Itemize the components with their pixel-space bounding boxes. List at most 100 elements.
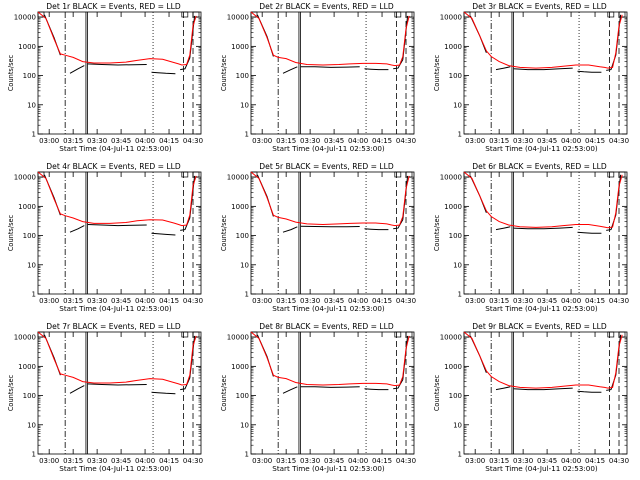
plot-frame: [250, 11, 415, 135]
y-tick-label: 10: [240, 101, 249, 109]
x-tick-label: 03:45: [111, 457, 131, 465]
chart-panel: Det 1r BLACK = Events, RED = LLD 1 10 100 10…: [7, 2, 203, 153]
top-marker-box: [250, 11, 258, 18]
y-axis-label: Counts/sec: [220, 214, 228, 251]
y-tick-label: 10000: [227, 334, 249, 342]
y-tick-label: 100: [449, 232, 462, 240]
x-axis-label: Start Time (04-Jul-11 02:53:00): [59, 304, 172, 313]
series-events-line: [513, 67, 573, 71]
y-tick-label: 10: [240, 261, 249, 269]
series-events-line: [87, 63, 147, 66]
x-tick-label: 03:15: [276, 137, 296, 145]
series-events-line: [151, 391, 176, 395]
plot-frame: [37, 331, 202, 455]
series-events-line: [69, 65, 85, 74]
plot-frame: [250, 331, 415, 455]
x-tick-label: 04:30: [396, 457, 416, 465]
top-marker-box: [607, 331, 615, 338]
y-tick-label: 10: [240, 421, 249, 429]
x-tick-label: 03:00: [465, 297, 485, 305]
plot-frame: [463, 331, 628, 455]
series-events-line: [393, 15, 409, 70]
top-marker-box: [37, 331, 45, 338]
series-events-line: [577, 390, 602, 393]
y-tick-label: 1000: [231, 43, 249, 51]
plot-frame: [37, 171, 202, 295]
top-marker-box: [250, 171, 258, 178]
chart-panel: Det 4r BLACK = Events, RED = LLD 1 10 100 10…: [7, 162, 203, 313]
chart-panel: Det 6r BLACK = Events, RED = LLD 1 10 100 10…: [433, 162, 629, 313]
series-lld-line: [37, 171, 197, 227]
x-tick-label: 03:30: [300, 457, 320, 465]
y-axis-label: Counts/sec: [433, 374, 441, 411]
x-axis-label: Start Time (04-Jul-11 02:53:00): [59, 464, 172, 473]
top-marker-box: [394, 171, 402, 178]
y-axis-label: Counts/sec: [7, 54, 15, 91]
series-events-line: [364, 228, 389, 231]
y-tick-label: 1000: [444, 43, 462, 51]
top-marker-box: [607, 171, 615, 178]
y-tick-label: 100: [449, 72, 462, 80]
chart-title: Det 6r BLACK = Events, RED = LLD: [472, 162, 607, 171]
x-tick-label: 04:15: [372, 297, 392, 305]
x-tick-label: 03:00: [39, 457, 59, 465]
y-tick-label: 10: [27, 421, 36, 429]
x-tick-label: 04:00: [561, 137, 581, 145]
x-axis-label: Start Time (04-Jul-11 02:53:00): [272, 464, 385, 473]
y-tick-label: 1000: [18, 203, 36, 211]
x-tick-label: 04:15: [372, 457, 392, 465]
y-axis-label: Counts/sec: [220, 374, 228, 411]
x-tick-label: 03:45: [537, 137, 557, 145]
series-events-line: [282, 226, 298, 233]
y-tick-label: 100: [236, 72, 249, 80]
y-axis-label: Counts/sec: [7, 374, 15, 411]
y-tick-label: 1: [245, 291, 249, 299]
chart-panel: Det 5r BLACK = Events, RED = LLD 1 10 100 10…: [220, 162, 416, 313]
series-events-line: [364, 388, 389, 391]
series-events-line: [87, 383, 147, 386]
y-tick-label: 1000: [231, 363, 249, 371]
chart-title: Det 7r BLACK = Events, RED = LLD: [46, 322, 181, 331]
y-tick-label: 1000: [444, 363, 462, 371]
series-events-line: [282, 386, 298, 394]
series-events-line: [87, 224, 147, 227]
series-events-line: [151, 232, 176, 236]
y-axis-label: Counts/sec: [220, 54, 228, 91]
chart-title: Det 4r BLACK = Events, RED = LLD: [46, 162, 181, 171]
x-tick-label: 03:15: [63, 137, 83, 145]
chart-title: Det 8r BLACK = Events, RED = LLD: [259, 322, 394, 331]
x-tick-label: 04:30: [396, 297, 416, 305]
chart-panel: Det 2r BLACK = Events, RED = LLD 1 10 100 10…: [220, 2, 416, 153]
x-tick-label: 03:15: [63, 457, 83, 465]
y-tick-label: 100: [23, 232, 36, 240]
series-events-line: [577, 70, 602, 73]
x-tick-label: 04:30: [609, 297, 629, 305]
y-tick-label: 1000: [18, 363, 36, 371]
y-axis-label: Counts/sec: [433, 214, 441, 251]
y-tick-label: 1000: [231, 203, 249, 211]
x-axis-label: Start Time (04-Jul-11 02:53:00): [485, 464, 598, 473]
x-tick-label: 03:30: [513, 297, 533, 305]
series-events-line: [495, 386, 511, 391]
x-tick-label: 03:45: [537, 297, 557, 305]
x-tick-label: 04:00: [561, 457, 581, 465]
x-tick-label: 03:15: [276, 457, 296, 465]
series-events-line: [300, 225, 360, 228]
series-events-line: [577, 231, 602, 234]
x-tick-label: 03:45: [537, 457, 557, 465]
chart-title: Det 5r BLACK = Events, RED = LLD: [259, 162, 394, 171]
y-tick-label: 1: [458, 291, 462, 299]
top-marker-box: [250, 331, 258, 338]
y-tick-label: 10: [453, 101, 462, 109]
x-tick-label: 04:00: [135, 137, 155, 145]
chart-panel: Det 8r BLACK = Events, RED = LLD 1 10 100 10…: [220, 322, 416, 473]
y-tick-label: 10: [27, 261, 36, 269]
y-tick-label: 100: [236, 232, 249, 240]
x-tick-label: 03:45: [111, 137, 131, 145]
x-axis-label: Start Time (04-Jul-11 02:53:00): [485, 304, 598, 313]
y-tick-label: 10: [27, 101, 36, 109]
x-tick-label: 04:30: [183, 297, 203, 305]
x-tick-label: 04:00: [348, 137, 368, 145]
y-axis-label: Counts/sec: [433, 54, 441, 91]
x-tick-label: 03:45: [324, 297, 344, 305]
